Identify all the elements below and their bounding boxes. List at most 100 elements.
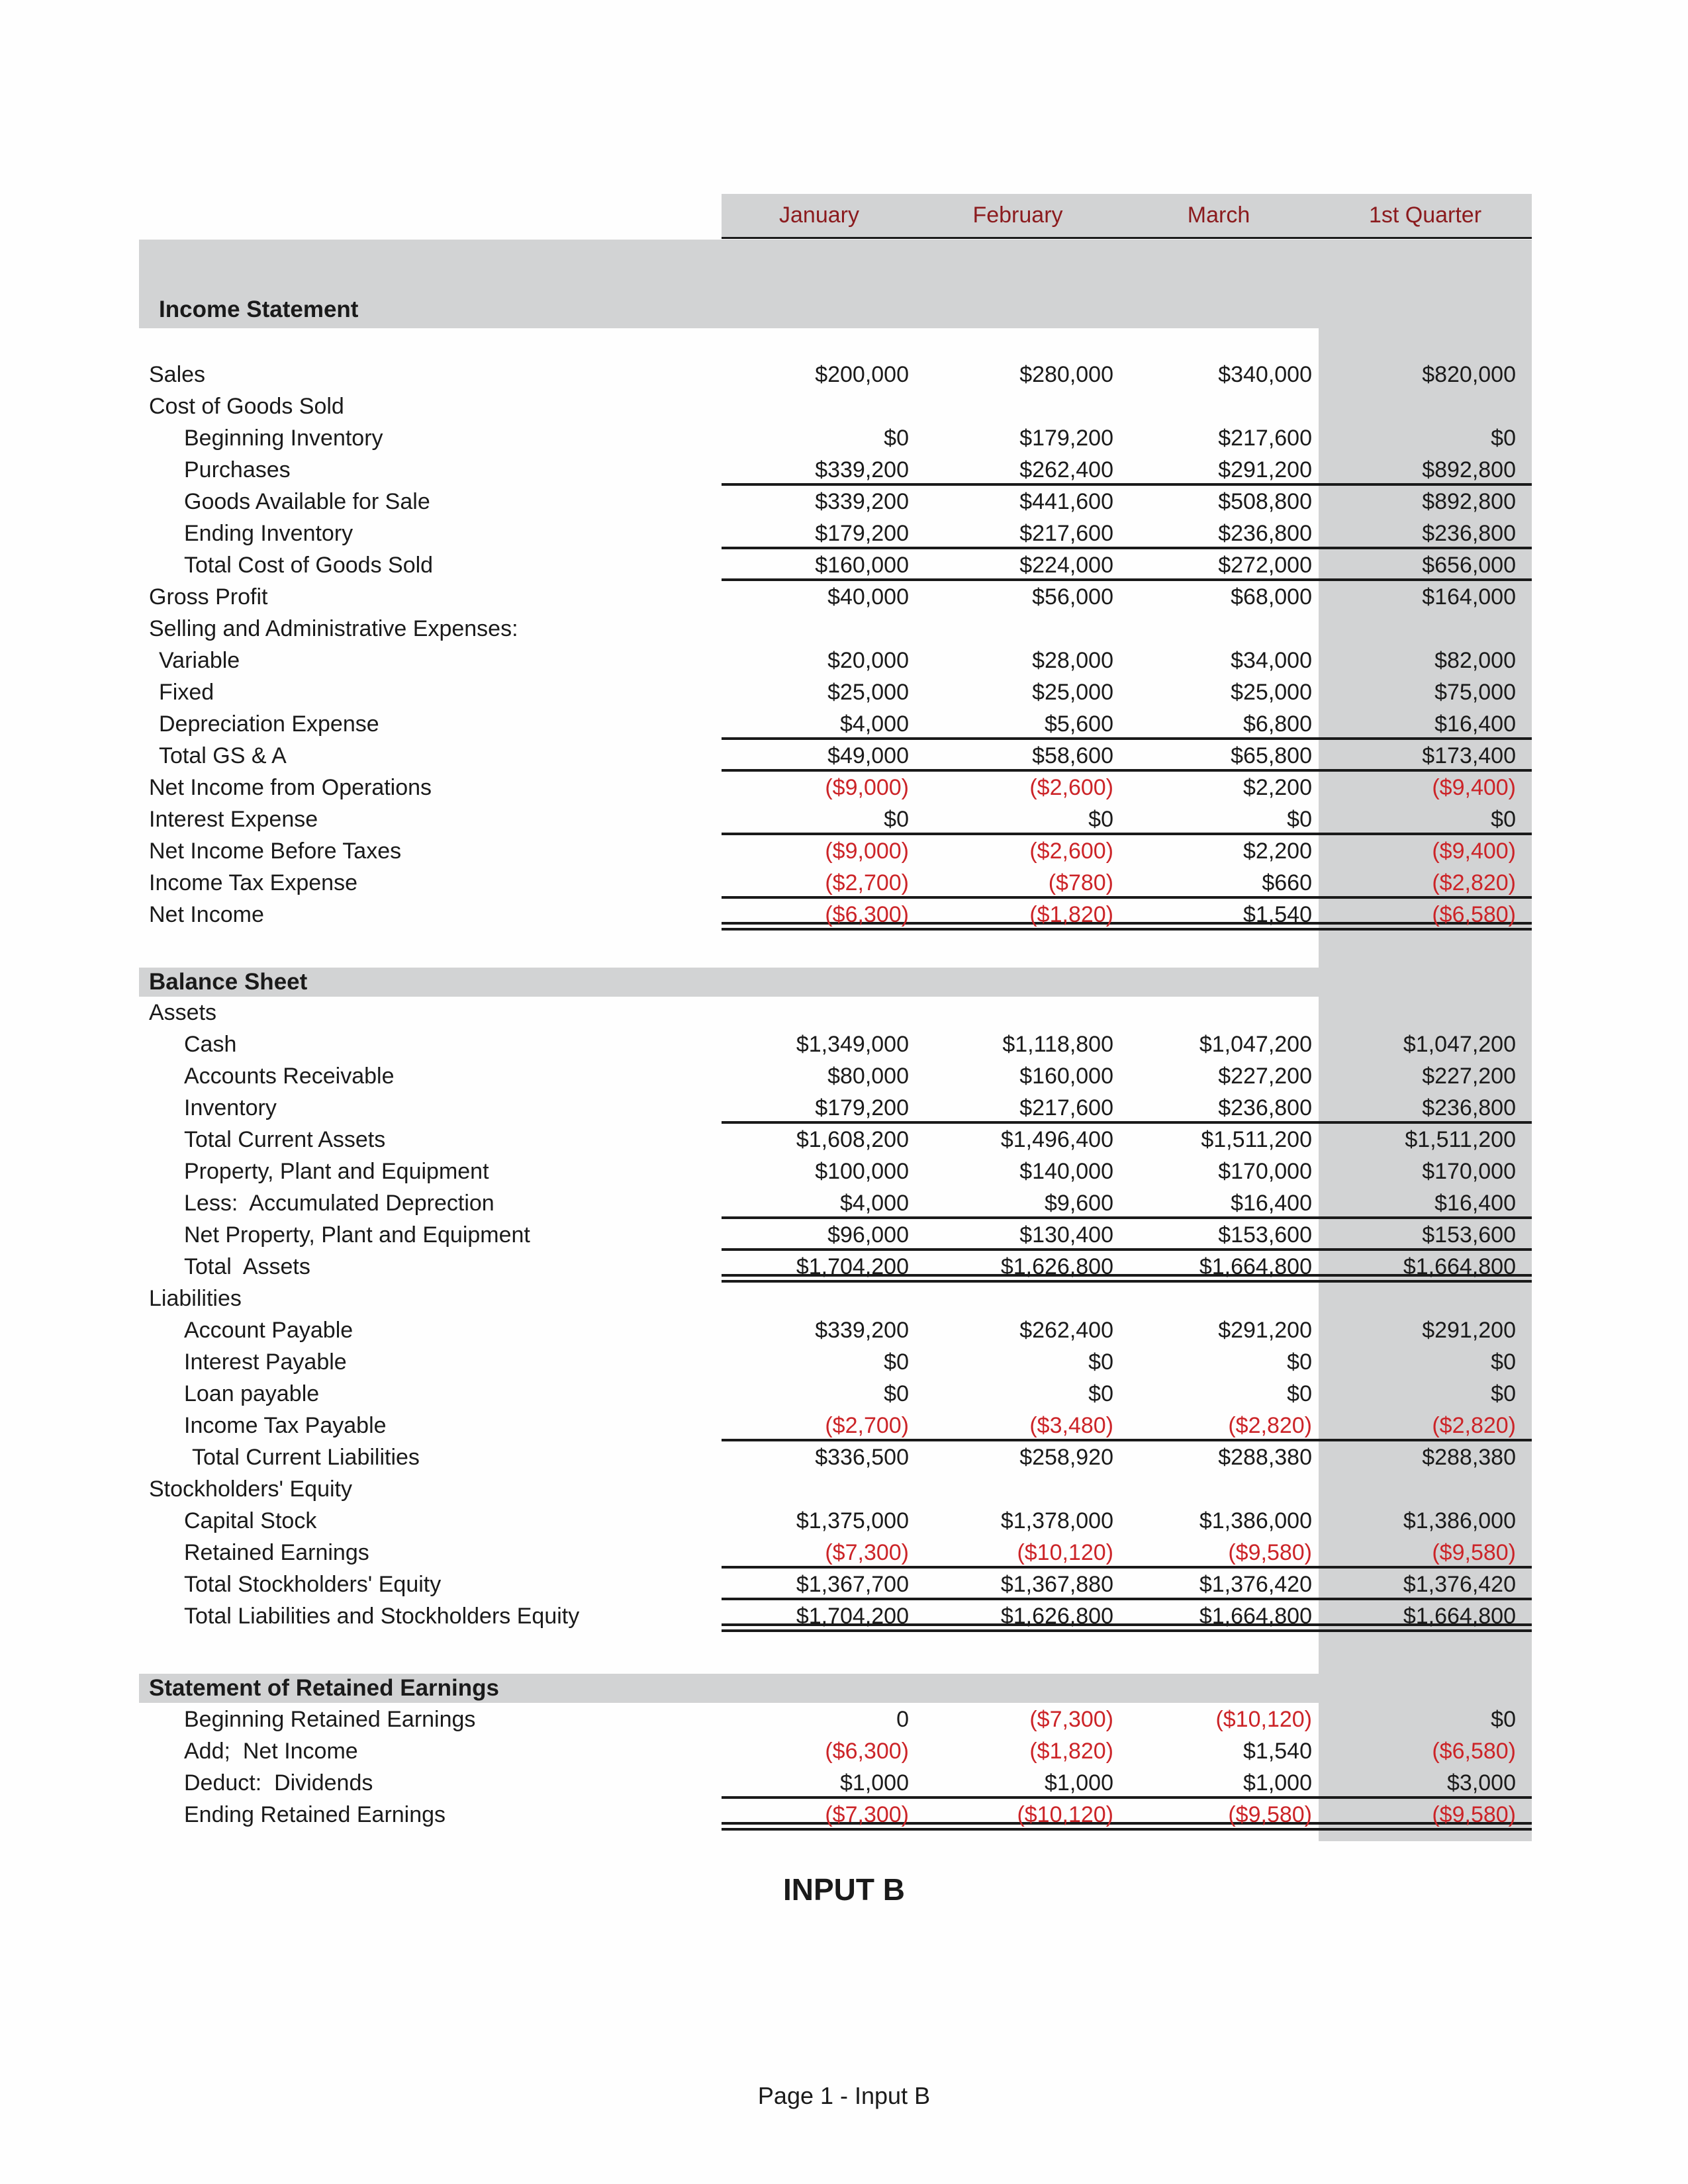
cell-january: $339,200: [815, 1318, 909, 1343]
cell-1st-quarter: $164,000: [1422, 584, 1516, 610]
cell-march: $217,600: [1218, 426, 1312, 451]
cell-march: ($2,820): [1228, 1413, 1312, 1438]
cell-january: $4,000: [840, 711, 909, 737]
row-label: Net Income: [149, 902, 264, 927]
cell-january: $1,349,000: [796, 1032, 909, 1057]
row-label: Deduct: Dividends: [184, 1770, 373, 1796]
table-row: Fixed $25,000 $25,000 $25,000 $75,000: [139, 676, 1532, 708]
cell-february: ($10,120): [1017, 1802, 1113, 1827]
row-values: $49,000 $58,600 $65,800 $173,400: [722, 740, 1532, 772]
row-label: Cash: [184, 1032, 237, 1057]
cell-january: $339,200: [815, 457, 909, 482]
row-label: Income Tax Payable: [184, 1413, 387, 1438]
cell-february: $56,000: [1032, 584, 1113, 610]
cell-1st-quarter: $1,664,800: [1403, 1254, 1516, 1279]
cell-1st-quarter: ($9,400): [1432, 775, 1516, 800]
row-label: Total Current Liabilities: [192, 1445, 420, 1470]
cell-february: $1,367,880: [1000, 1572, 1113, 1597]
cell-march: $2,200: [1243, 775, 1312, 800]
cell-march: $660: [1262, 870, 1312, 895]
cell-february: $217,600: [1019, 1095, 1113, 1120]
cell-january: $200,000: [815, 362, 909, 387]
balance-sheet-table: Assets Cash $1,349,000 $1,118,800 $1,047,200…: [139, 997, 1532, 1632]
cell-1st-quarter: $291,200: [1422, 1318, 1516, 1343]
row-values: $0 $179,200 $217,600 $0: [722, 422, 1532, 454]
cell-march: $6,800: [1243, 711, 1312, 737]
row-values: $179,200 $217,600 $236,800 $236,800: [722, 1092, 1532, 1124]
table-row: Income Tax Payable ($2,700) ($3,480) ($2,82…: [139, 1410, 1532, 1441]
column-header-february: February: [972, 203, 1063, 228]
cell-1st-quarter: $0: [1491, 1707, 1516, 1732]
row-label: Stockholders' Equity: [149, 1477, 352, 1502]
cell-january: $49,000: [827, 743, 909, 768]
cell-march: $25,000: [1231, 680, 1312, 705]
cell-february: $25,000: [1032, 680, 1113, 705]
cell-1st-quarter: ($2,820): [1432, 870, 1516, 895]
cell-january: $0: [884, 807, 909, 832]
cell-january: $1,608,200: [796, 1127, 909, 1152]
row-values: $4,000 $9,600 $16,400 $16,400: [722, 1187, 1532, 1219]
cell-february: $160,000: [1019, 1064, 1113, 1089]
row-values: $96,000 $130,400 $153,600 $153,600: [722, 1219, 1532, 1251]
cell-march: $170,000: [1218, 1159, 1312, 1184]
cell-march: [1119, 997, 1319, 1028]
column-header-1st-quarter: 1st Quarter: [1368, 203, 1482, 228]
cell-february: ($2,600): [1029, 839, 1113, 864]
row-values: [722, 997, 1532, 1028]
input-b-caption: INPUT B: [783, 1872, 905, 1907]
row-values: $20,000 $28,000 $34,000 $82,000: [722, 645, 1532, 676]
cell-1st-quarter: $16,400: [1434, 1191, 1516, 1216]
cell-february: $224,000: [1019, 553, 1113, 578]
section-title-balance-sheet: Balance Sheet: [149, 969, 308, 995]
row-values: $100,000 $140,000 $170,000 $170,000: [722, 1156, 1532, 1187]
cell-february: $1,000: [1045, 1770, 1113, 1796]
table-row: Less: Accumulated Deprection $4,000 $9,600…: [139, 1187, 1532, 1219]
cell-january: $179,200: [815, 1095, 909, 1120]
cell-1st-quarter: ($2,820): [1432, 1413, 1516, 1438]
row-label: Ending Retained Earnings: [184, 1802, 446, 1827]
cell-1st-quarter: $0: [1491, 1381, 1516, 1406]
row-values: [722, 1283, 1532, 1314]
table-row: Gross Profit $40,000 $56,000 $68,000 $164,00…: [139, 581, 1532, 613]
table-row: Ending Inventory $179,200 $217,600 $236,800…: [139, 518, 1532, 549]
table-row: Ending Retained Earnings ($7,300) ($10,120…: [139, 1799, 1532, 1831]
cell-march: $1,000: [1243, 1770, 1312, 1796]
table-row: Interest Expense $0 $0 $0 $0: [139, 803, 1532, 835]
cell-february: ($10,120): [1017, 1540, 1113, 1565]
row-label: Purchases: [184, 457, 291, 482]
row-values: $25,000 $25,000 $25,000 $75,000: [722, 676, 1532, 708]
cell-february: ($780): [1048, 870, 1113, 895]
cell-february: [917, 613, 1119, 645]
table-row: Liabilities: [139, 1283, 1532, 1314]
row-values: [722, 1473, 1532, 1505]
cell-january: $4,000: [840, 1191, 909, 1216]
cell-march: $236,800: [1218, 521, 1312, 546]
row-values: $1,349,000 $1,118,800 $1,047,200 $1,047,200: [722, 1028, 1532, 1060]
cell-february: $441,600: [1019, 489, 1113, 514]
cell-1st-quarter: $0: [1491, 1349, 1516, 1375]
row-label: Net Property, Plant and Equipment: [184, 1222, 530, 1248]
cell-1st-quarter: $173,400: [1422, 743, 1516, 768]
section-title-income-statement: Income Statement: [159, 296, 359, 322]
cell-february: $9,600: [1045, 1191, 1113, 1216]
row-values: $0 $0 $0 $0: [722, 1346, 1532, 1378]
table-row: Purchases $339,200 $262,400 $291,200 $892,80…: [139, 454, 1532, 486]
cell-march: $1,540: [1243, 1739, 1312, 1764]
row-label: Total GS & A: [159, 743, 287, 768]
row-label: Retained Earnings: [184, 1540, 369, 1565]
cell-1st-quarter: $236,800: [1422, 1095, 1516, 1120]
row-label: Gross Profit: [149, 584, 268, 610]
table-row: Total Current Liabilities $336,500 $258,92…: [139, 1441, 1532, 1473]
cell-february: $1,118,800: [1002, 1032, 1113, 1057]
row-label: Net Income Before Taxes: [149, 839, 402, 864]
table-row: Income Tax Expense ($2,700) ($780) $660 ($2,…: [139, 867, 1532, 899]
row-values: ($6,300) ($1,820) $1,540 ($6,580): [722, 1735, 1532, 1767]
table-row: Deduct: Dividends $1,000 $1,000 $1,000 $3,00…: [139, 1767, 1532, 1799]
cell-february: $140,000: [1019, 1159, 1113, 1184]
row-label: Goods Available for Sale: [184, 489, 430, 514]
section-band-balance-sheet: Balance Sheet: [139, 968, 1532, 997]
table-row: Total Current Assets $1,608,200 $1,496,400…: [139, 1124, 1532, 1156]
cell-january: ($6,300): [825, 902, 909, 927]
row-values: $1,367,700 $1,367,880 $1,376,420 $1,376,420: [722, 1569, 1532, 1600]
